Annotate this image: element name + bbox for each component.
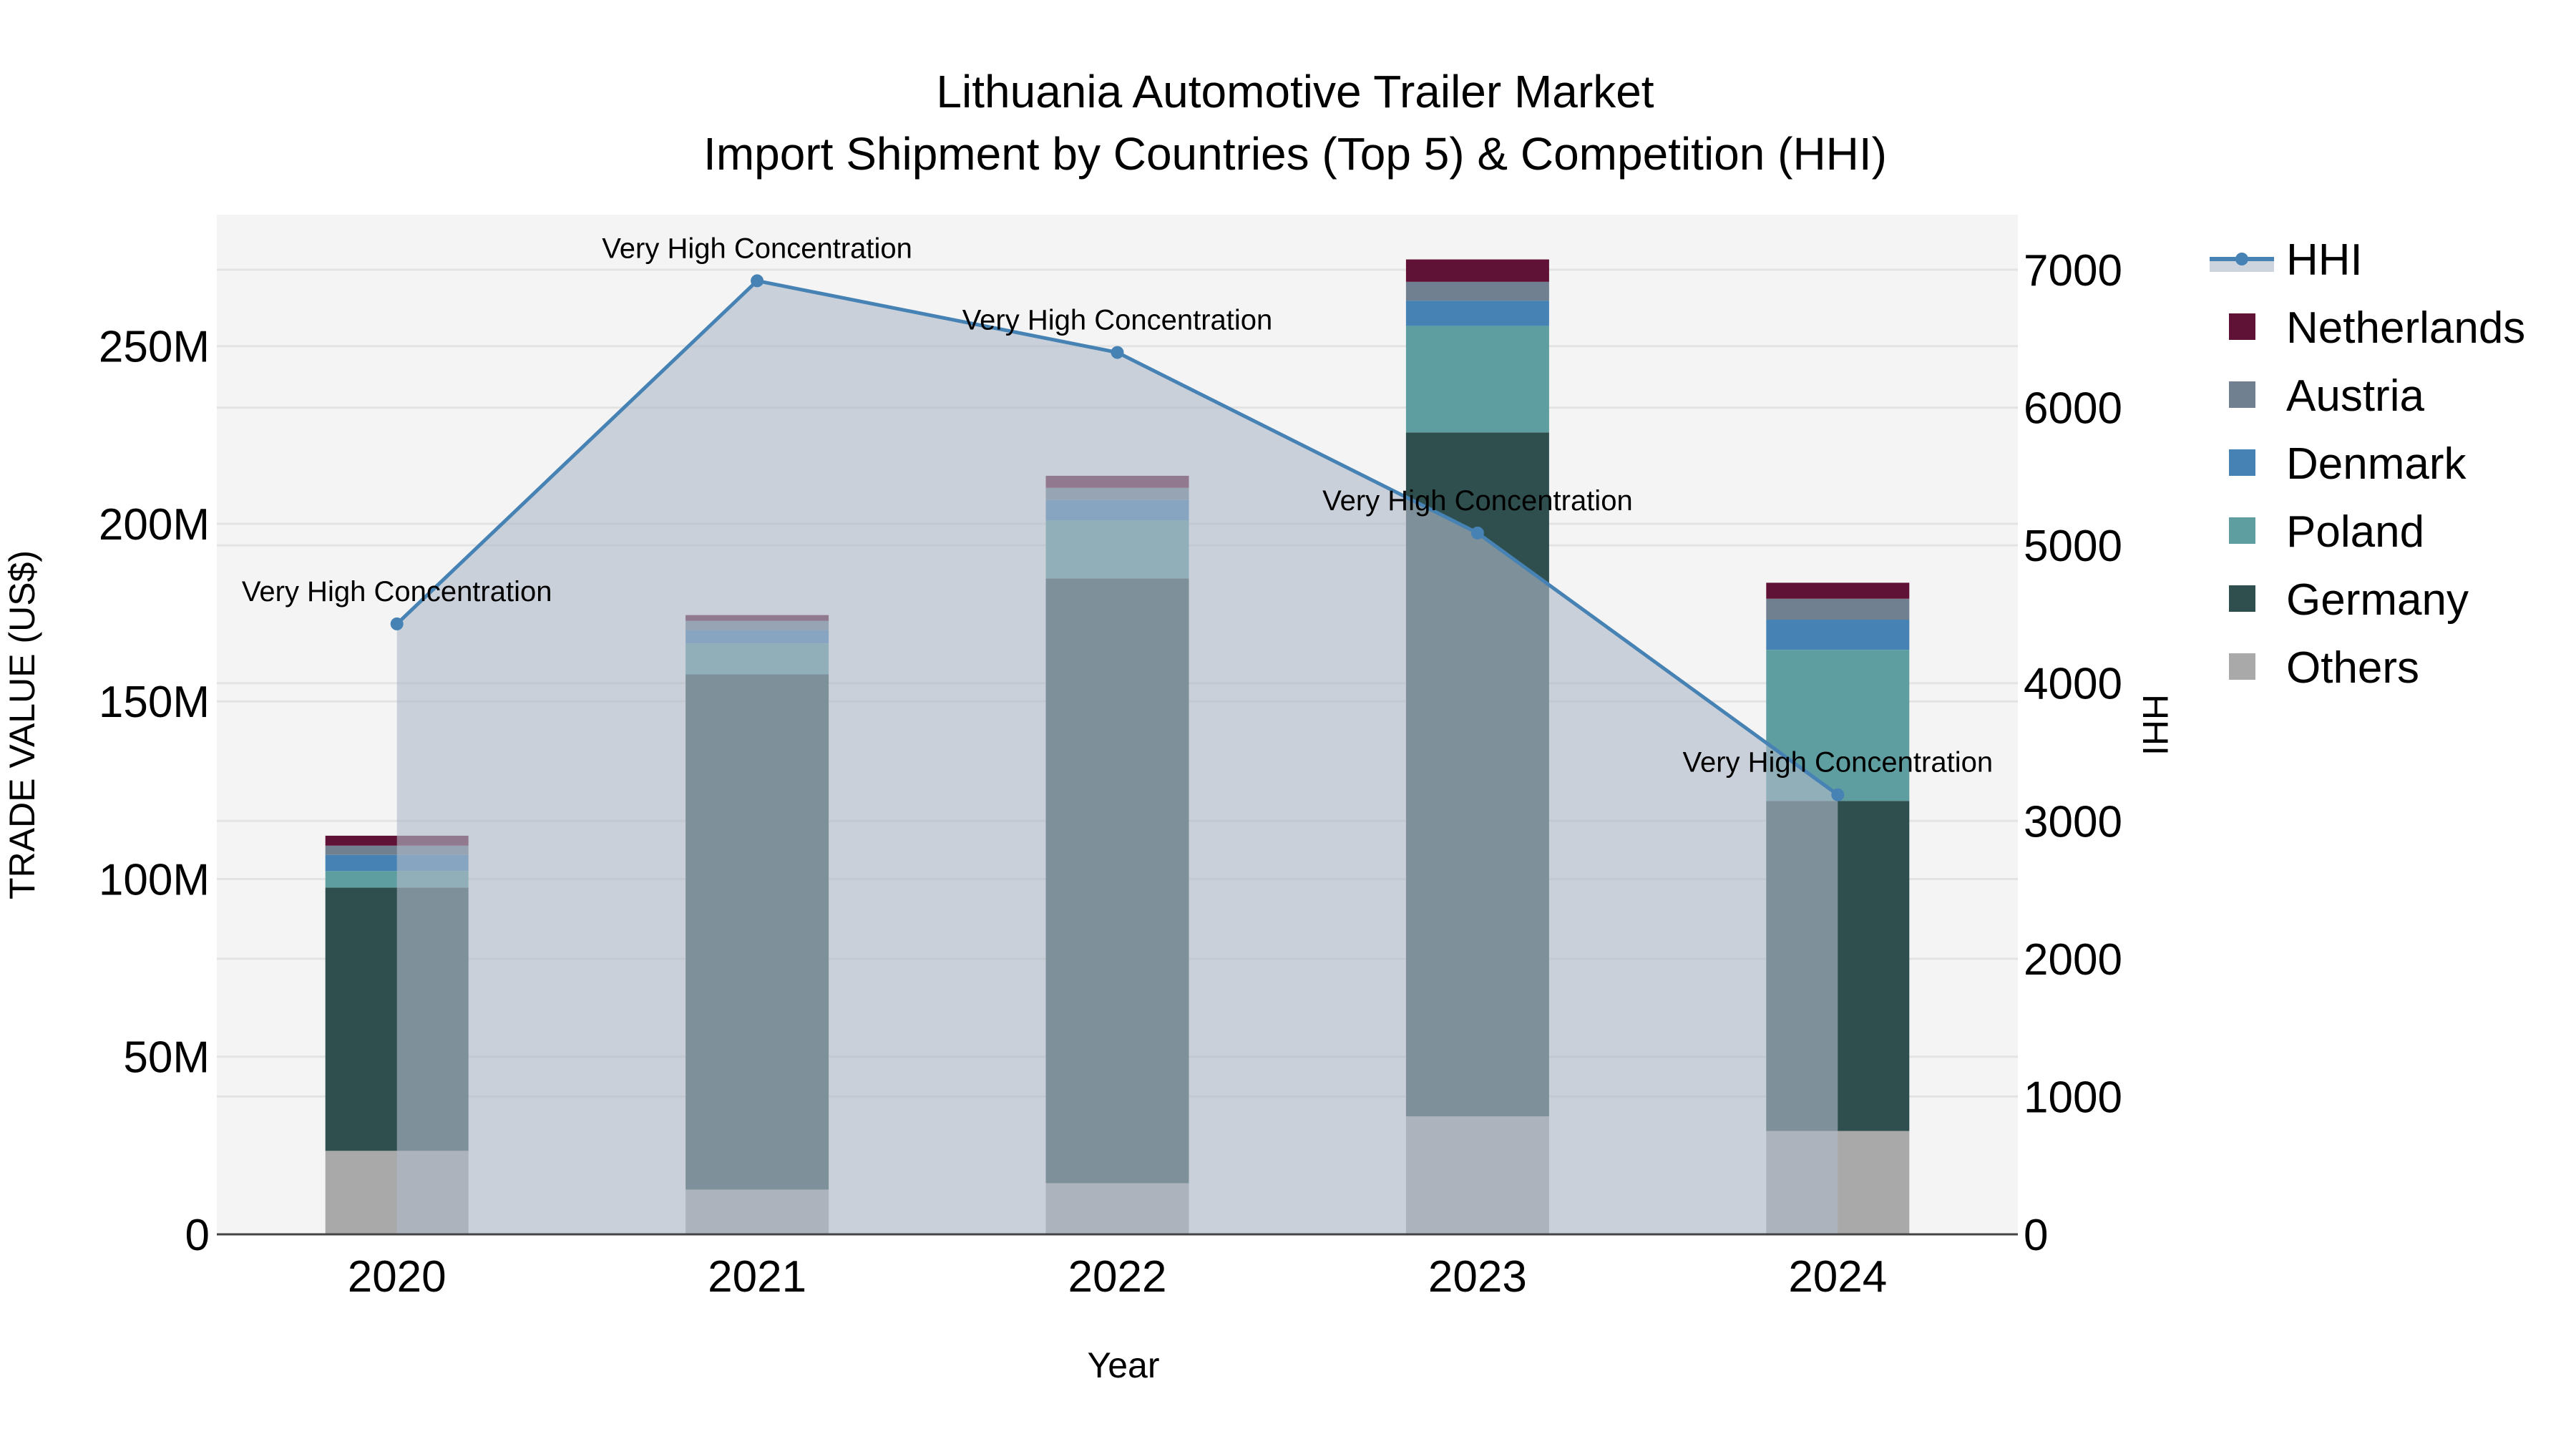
hhi-annotation: Very High Concentration [1322, 485, 1633, 517]
legend: HHI Netherlands Austria Denmark Poland German… [2210, 235, 2525, 693]
bar-segment-denmark-2023[interactable] [1405, 301, 1549, 326]
y2-tick-label: 0 [2024, 1211, 2048, 1260]
x-tick-label: 2023 [1428, 1252, 1527, 1302]
hhi-marker-2023[interactable] [1470, 526, 1484, 540]
legend-label: Poland [2286, 507, 2424, 557]
y2-tick-label: 2000 [2024, 935, 2122, 985]
y-tick-label: 0 [185, 1211, 210, 1260]
legend-label: HHI [2286, 235, 2363, 285]
hhi-annotation: Very High Concentration [1683, 747, 1994, 779]
x-axis-ticks: 2020 2021 2022 2023 2024 [348, 1252, 1888, 1302]
hhi-line [390, 274, 1845, 801]
x-tick-label: 2020 [348, 1252, 447, 1302]
legend-item-germany[interactable]: Germany [2229, 575, 2469, 625]
legend-label: Denmark [2286, 439, 2467, 489]
chart-title: Lithuania Automotive Trailer Market [936, 66, 1654, 117]
legend-item-others[interactable]: Others [2229, 643, 2419, 693]
y-tick-label: 100M [99, 855, 210, 904]
legend-swatch-icon [2229, 449, 2255, 476]
hhi-marker-2024[interactable] [1831, 788, 1845, 801]
hhi-marker-2022[interactable] [1111, 346, 1124, 359]
legend-swatch-icon [2229, 585, 2255, 612]
hhi-annotations: Very High Concentration Very High Concent… [242, 233, 1993, 778]
bar-segment-austria-2024[interactable] [1766, 598, 1910, 620]
y-tick-label: 150M [99, 678, 210, 727]
legend-label: Austria [2286, 371, 2424, 421]
y2-tick-label: 6000 [2024, 384, 2122, 434]
y2-tick-label: 5000 [2024, 522, 2122, 571]
legend-item-austria[interactable]: Austria [2229, 371, 2424, 421]
hhi-annotation: Very High Concentration [962, 305, 1273, 336]
bar-segment-netherlands-2024[interactable] [1766, 582, 1910, 599]
y2-tick-label: 4000 [2024, 660, 2122, 709]
hhi-marker-2021[interactable] [751, 274, 764, 288]
y-tick-label: 250M [99, 323, 210, 372]
legend-item-poland[interactable]: Poland [2229, 507, 2424, 557]
x-tick-label: 2021 [708, 1252, 806, 1302]
y-axis-ticks: 0 50M 100M 150M 200M 250M [99, 323, 210, 1260]
legend-marker-icon [2235, 253, 2248, 265]
x-tick-label: 2024 [1788, 1252, 1887, 1302]
y2-tick-label: 3000 [2024, 797, 2122, 847]
legend-label: Netherlands [2286, 303, 2525, 353]
bar-segment-poland-2023[interactable] [1405, 326, 1549, 433]
y2-axis-title: HHI [2135, 694, 2175, 756]
y-tick-label: 200M [99, 500, 210, 550]
bar-segment-denmark-2024[interactable] [1766, 620, 1910, 650]
legend-swatch-icon [2229, 381, 2255, 408]
legend-label: Germany [2286, 575, 2469, 625]
legend-item-denmark[interactable]: Denmark [2229, 439, 2467, 489]
legend-swatch-icon [2229, 653, 2255, 680]
hhi-area-fill [396, 280, 1838, 1235]
legend-label: Others [2286, 643, 2419, 693]
bar-segment-netherlands-2023[interactable] [1405, 259, 1549, 282]
y-axis-title: TRADE VALUE (US$) [2, 550, 42, 899]
y2-axis-ticks: 0 1000 2000 3000 4000 5000 6000 7000 [2024, 246, 2122, 1260]
chart-subtitle: Import Shipment by Countries (Top 5) & C… [703, 128, 1887, 180]
legend-item-hhi[interactable]: HHI [2210, 235, 2363, 285]
x-axis-title: Year [1087, 1345, 1159, 1385]
y-tick-label: 50M [123, 1033, 210, 1083]
hhi-annotation: Very High Concentration [602, 233, 912, 264]
legend-item-netherlands[interactable]: Netherlands [2229, 303, 2525, 353]
legend-swatch-icon [2229, 517, 2255, 544]
bar-segment-austria-2023[interactable] [1405, 281, 1549, 301]
hhi-marker-2020[interactable] [390, 617, 404, 630]
legend-swatch-icon [2229, 313, 2255, 340]
y2-tick-label: 1000 [2024, 1073, 2122, 1122]
hhi-annotation: Very High Concentration [242, 576, 552, 608]
y2-tick-label: 7000 [2024, 246, 2122, 296]
x-tick-label: 2022 [1068, 1252, 1167, 1302]
hhi-area [396, 280, 1838, 1235]
